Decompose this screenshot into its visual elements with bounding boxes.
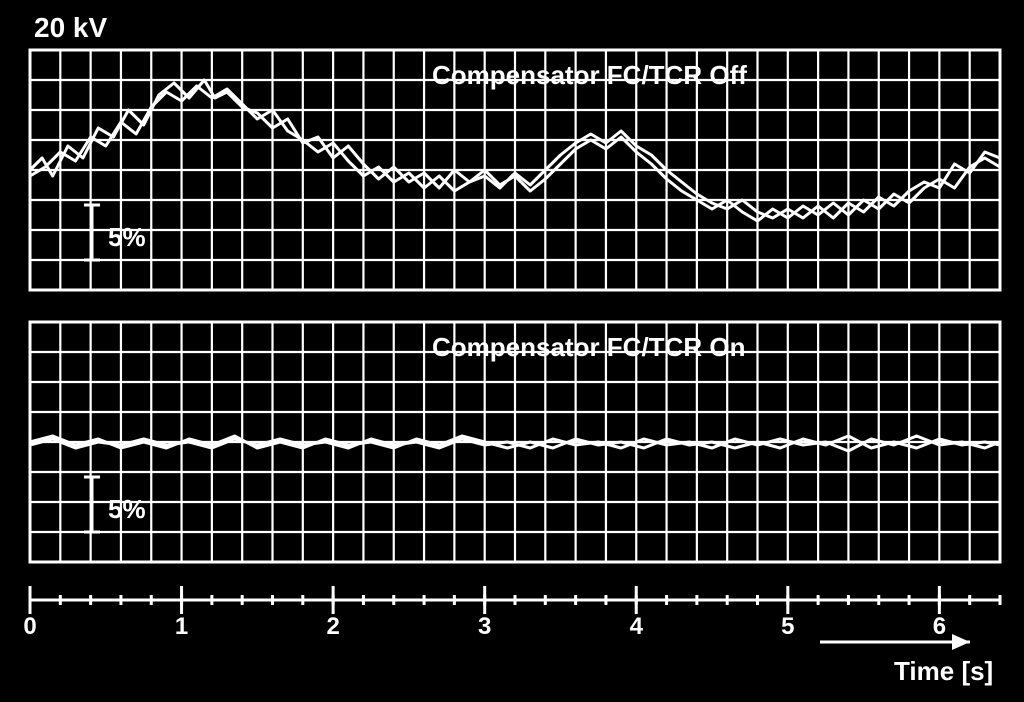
chart-canvas: 0 1 2 3 4 5 6 (0, 0, 1024, 702)
x-tick-label: 5 (781, 613, 794, 640)
x-tick-label: 0 (23, 613, 36, 640)
x-tick-label: 2 (326, 613, 339, 640)
x-tick-label: 3 (478, 613, 491, 640)
time-arrow-head (952, 634, 970, 650)
x-tick-label: 6 (933, 613, 946, 640)
x-tick-label: 1 (175, 613, 188, 640)
x-tick-label: 4 (630, 613, 644, 640)
